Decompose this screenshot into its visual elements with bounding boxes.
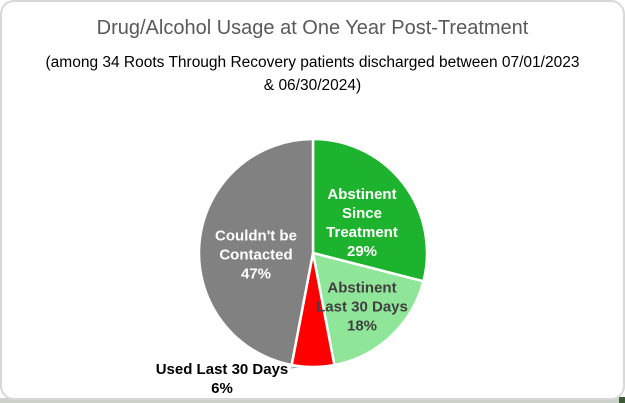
pie-label-line: 29% — [346, 243, 378, 260]
pie-label-used-last-30-days: Used Last 30 Days 6% — [156, 360, 289, 398]
pie-label-line: Abstinent — [327, 186, 397, 203]
background-corner-accent — [619, 397, 625, 403]
pie-label-line: 47% — [240, 265, 272, 283]
pie-label-line: Contacted — [219, 246, 293, 264]
chart-subtitle: (among 34 Roots Through Recovery patient… — [0, 51, 625, 97]
pie-label-line: 6% — [211, 380, 233, 397]
chart-subtitle-line-2: & 06/30/2024) — [263, 77, 362, 94]
pie-slice-3 — [197, 137, 315, 367]
pie-label-line: Last 30 Days — [316, 298, 408, 316]
chart-subtitle-line-1: (among 34 Roots Through Recovery patient… — [45, 54, 580, 71]
pie-label-abstinent-since-treatment: Abstinent Since Treatment 29% — [326, 185, 398, 261]
pie-label-abstinent-last-30-days: Abstinent Last 30 Days 18% — [316, 279, 408, 336]
pie-label-line: Used Last 30 Days — [155, 361, 289, 378]
chart-title: Drug/Alcohol Usage at One Year Post-Trea… — [96, 17, 529, 39]
pie-slice-0 — [311, 137, 429, 283]
pie-label-line: Treatment — [326, 224, 398, 241]
pie-label-line: 18% — [346, 317, 378, 335]
pie-label-couldnt-be-contacted: Couldn't be Contacted 47% — [215, 227, 297, 284]
pie-slice-1 — [311, 251, 425, 367]
pie-label-line: Couldn't be — [215, 227, 297, 245]
background-bottom-strip — [0, 398, 625, 403]
pie-label-line: Since — [341, 205, 383, 222]
pie-label-line: Abstinent — [327, 279, 397, 297]
